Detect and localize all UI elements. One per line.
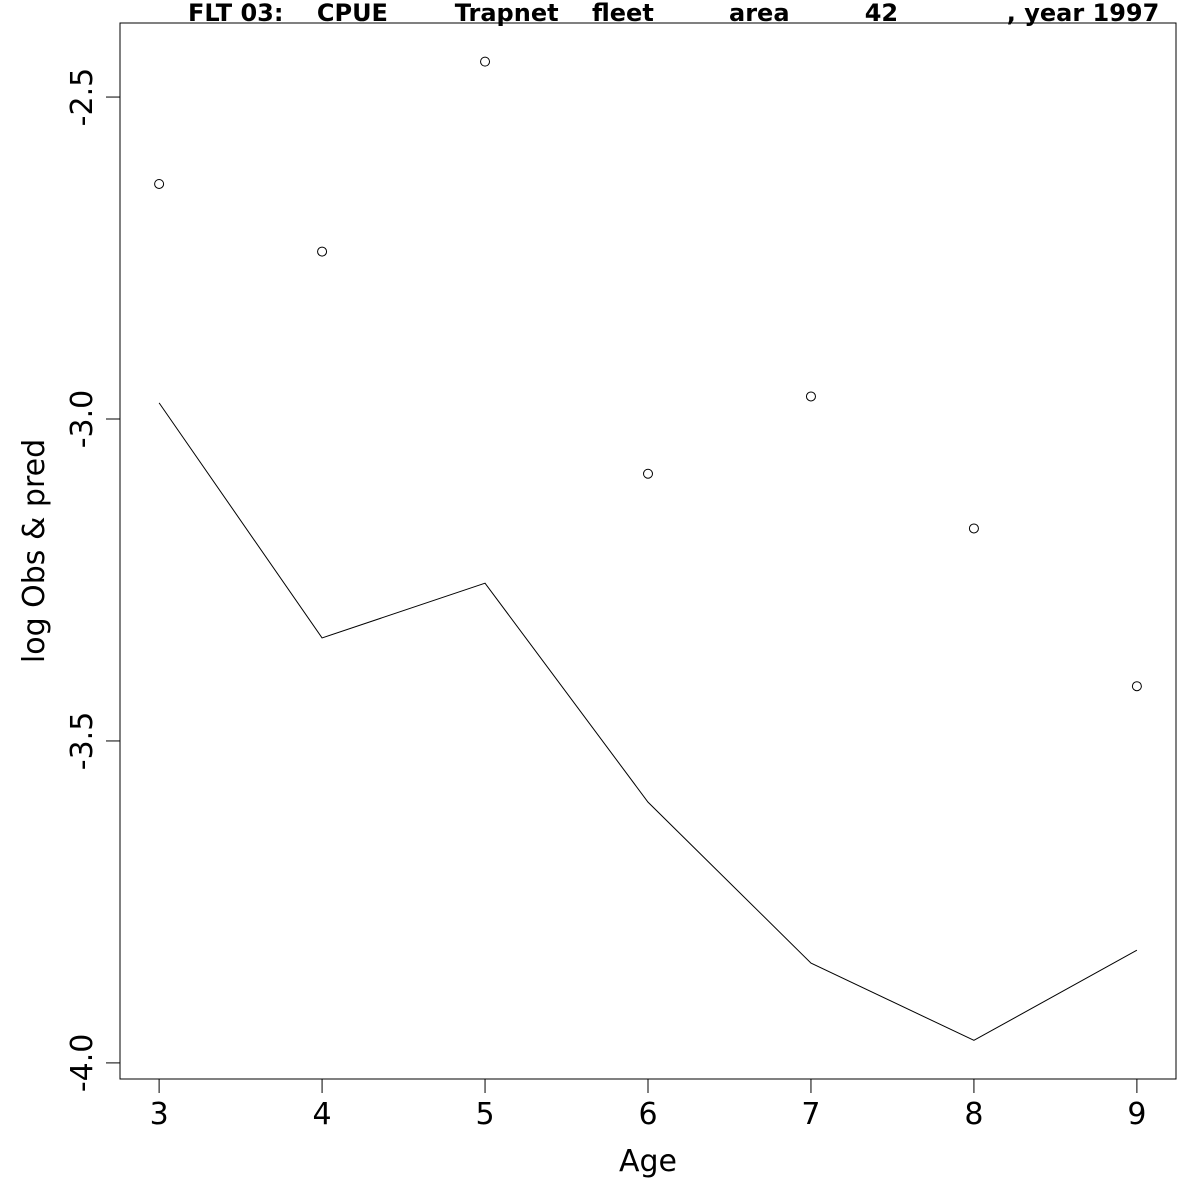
observed-point bbox=[154, 178, 165, 189]
x-tick-label: 9 bbox=[1127, 1097, 1146, 1132]
observed-point bbox=[805, 391, 816, 402]
y-axis: -4.0 -3.5 -3.0 -2.5 bbox=[65, 68, 120, 1092]
x-axis-label: Age bbox=[619, 1144, 677, 1179]
y-tick-label: -2.5 bbox=[65, 68, 100, 127]
x-tick-label: 8 bbox=[964, 1097, 983, 1132]
x-tick-label: 6 bbox=[638, 1097, 657, 1132]
x-axis: 3 4 5 6 7 8 9 bbox=[150, 1079, 1146, 1132]
y-tick-label: -3.0 bbox=[65, 390, 100, 449]
x-tick-label: 7 bbox=[801, 1097, 820, 1132]
y-tick-label: -4.0 bbox=[65, 1034, 100, 1093]
x-tick-label: 5 bbox=[475, 1097, 494, 1132]
predicted-line bbox=[158, 402, 1138, 1041]
x-tick-label: 4 bbox=[313, 1097, 332, 1132]
observed-point bbox=[317, 246, 328, 257]
observed-point bbox=[968, 523, 979, 534]
observed-point bbox=[643, 468, 653, 479]
y-axis-label: log Obs & pred bbox=[17, 439, 52, 663]
x-tick-label: 3 bbox=[150, 1097, 169, 1132]
observed-point bbox=[1131, 681, 1142, 692]
y-tick-label: -3.5 bbox=[65, 712, 100, 771]
series-layer bbox=[154, 56, 1142, 1041]
observed-point bbox=[480, 56, 491, 67]
